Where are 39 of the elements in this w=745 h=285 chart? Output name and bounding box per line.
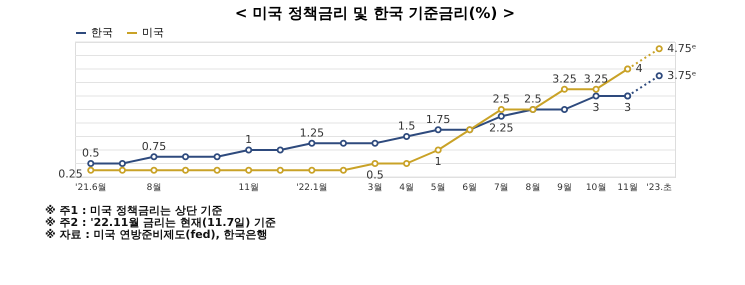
x-tick-label: 6월 (462, 183, 478, 193)
x-tick-label: 4월 (399, 183, 414, 193)
data-label: 4 (636, 62, 643, 75)
data-label: 3.75ᵉ (667, 68, 696, 82)
data-label: 3.25 (552, 72, 577, 86)
x-tick-label: 11월 (617, 183, 638, 193)
x-tick-label: 8월 (146, 183, 162, 193)
data-label: 3.25 (584, 72, 608, 86)
data-label: 0.25 (58, 167, 83, 180)
data-label: 1.25 (300, 126, 324, 140)
data-label: 1.5 (398, 120, 416, 132)
data-label: 1.75 (426, 112, 450, 126)
legend-label: 미국 (142, 26, 164, 39)
text: ※ 주2 : '22.11월 금리는 현재(11.7일) 기준 (45, 216, 276, 229)
data-label: 0.5 (82, 146, 100, 160)
text: ※ 주1 : 미국 정책금리는 상단 기준 (45, 204, 223, 217)
legend-label: 한국 (91, 26, 113, 39)
x-tick-label: 11월 (238, 183, 259, 193)
data-label: 3 (624, 101, 632, 114)
x-tick-label: 3월 (368, 183, 382, 193)
chart-title: < 미국 정책금리 및 한국 기준금리(%) > (234, 4, 516, 22)
data-label: 3 (592, 101, 600, 114)
data-label: 2.5 (492, 92, 510, 106)
data-label: 0.75 (142, 140, 166, 153)
x-tick-label: 10월 (586, 183, 606, 193)
data-label: 1 (434, 155, 442, 168)
x-tick-label: 9월 (557, 183, 572, 193)
x-tick-label: '22.1월 (296, 183, 328, 193)
data-label: 0.5 (366, 168, 384, 182)
data-label: 2.25 (489, 121, 514, 134)
data-label: 2.5 (524, 92, 542, 106)
x-tick-label: 7월 (494, 183, 509, 193)
x-tick-label: '23.초 (646, 183, 672, 193)
data-label: 4.75ᵉ (667, 42, 696, 55)
x-tick-label: '21.6월 (75, 183, 107, 193)
x-tick-label: 5월 (430, 183, 446, 193)
x-tick-label: 8월 (526, 183, 540, 193)
text: ※ 자료 : 미국 연방준비제도(fed), 한국은행 (45, 228, 268, 241)
data-label: 1 (245, 133, 252, 146)
